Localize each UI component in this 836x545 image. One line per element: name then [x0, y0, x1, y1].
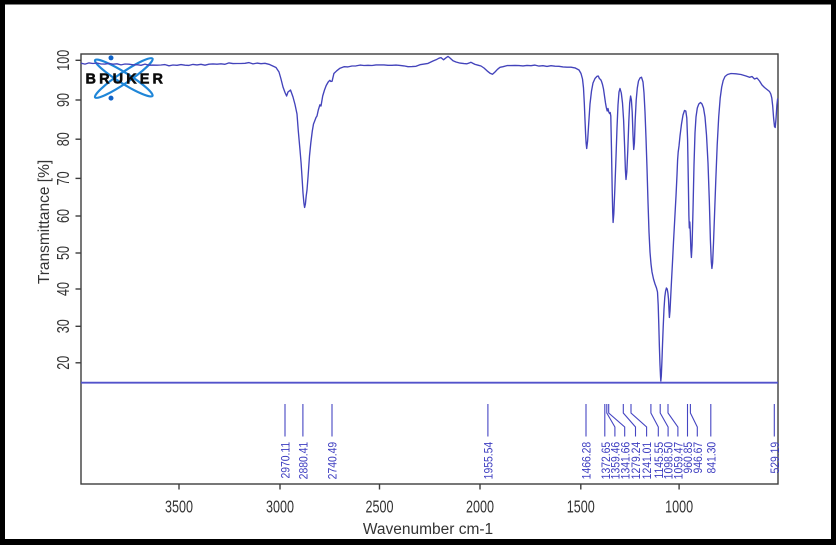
svg-text:3000: 3000 — [266, 498, 294, 518]
svg-text:60: 60 — [54, 209, 74, 223]
svg-text:2740.49: 2740.49 — [327, 442, 340, 480]
svg-text:2500: 2500 — [365, 498, 393, 518]
svg-text:100: 100 — [54, 50, 74, 71]
svg-text:30: 30 — [54, 319, 74, 333]
svg-text:3500: 3500 — [165, 498, 193, 518]
svg-text:1466.28: 1466.28 — [581, 442, 594, 480]
svg-text:1359.46: 1359.46 — [610, 442, 623, 480]
svg-text:1341.66: 1341.66 — [620, 442, 633, 480]
svg-text:40: 40 — [54, 282, 74, 296]
svg-text:80: 80 — [54, 132, 74, 146]
svg-text:70: 70 — [54, 171, 74, 185]
svg-text:946.67: 946.67 — [692, 442, 705, 474]
svg-text:1372.65: 1372.65 — [601, 442, 614, 480]
svg-text:2970.11: 2970.11 — [280, 442, 293, 479]
svg-text:529.19: 529.19 — [769, 442, 782, 474]
svg-text:841.30: 841.30 — [706, 442, 719, 474]
svg-text:1500: 1500 — [567, 498, 595, 518]
svg-text:2000: 2000 — [466, 498, 494, 518]
svg-text:1279.24: 1279.24 — [631, 442, 644, 480]
svg-text:1000: 1000 — [665, 498, 693, 518]
svg-text:1955.54: 1955.54 — [483, 442, 496, 480]
svg-text:1145.55: 1145.55 — [653, 442, 666, 479]
svg-text:960.85: 960.85 — [683, 442, 696, 474]
svg-text:50: 50 — [54, 246, 74, 260]
svg-text:1098.50: 1098.50 — [663, 442, 676, 480]
svg-text:1059.47: 1059.47 — [673, 442, 686, 480]
svg-text:2880.41: 2880.41 — [298, 442, 311, 480]
svg-text:20: 20 — [54, 356, 74, 370]
svg-text:BRUKER: BRUKER — [86, 72, 167, 88]
svg-text:90: 90 — [54, 93, 74, 107]
svg-text:1241.01: 1241.01 — [642, 442, 655, 480]
svg-text:Transmittance [%]: Transmittance [%] — [36, 160, 53, 284]
svg-text:Wavenumber cm-1: Wavenumber cm-1 — [363, 521, 493, 538]
